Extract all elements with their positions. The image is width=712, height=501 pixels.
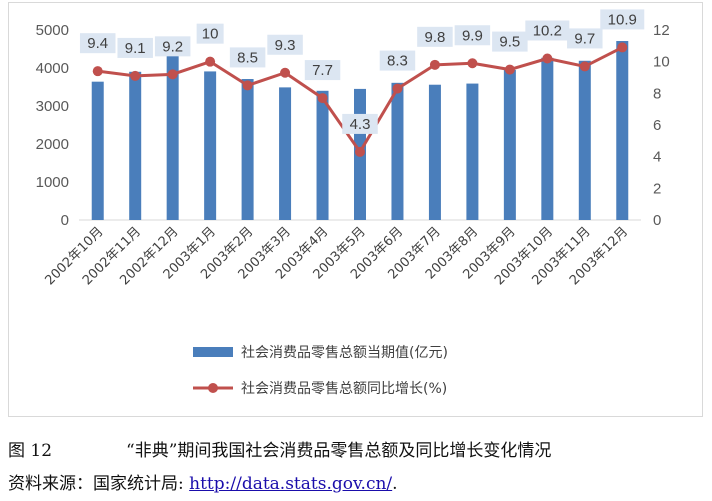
data-label: 9.5 [499, 34, 520, 51]
bar [391, 82, 404, 220]
y-right-tick-label: 6 [653, 117, 661, 134]
bar [466, 83, 479, 220]
data-label-box [196, 23, 224, 44]
bar [204, 71, 217, 220]
growth-point [130, 70, 141, 81]
growth-point [355, 146, 365, 157]
chart-svg: 0 1000 2000 3000 4000 5000 0 2 4 6 8 10 12 9.4 9.1 9.2 1… [36, 9, 670, 397]
bar [616, 41, 629, 220]
y-right-tick-label: 10 [653, 54, 670, 71]
data-label-box [567, 28, 603, 49]
data-label-box [117, 37, 153, 58]
bar [91, 81, 104, 221]
figure-title: “非典”期间我国社会消费品零售总额及同比增长变化情况 [126, 441, 552, 461]
bar [503, 69, 516, 221]
y-left-tick-label: 0 [61, 212, 69, 229]
growth-point [429, 59, 440, 70]
legend-line-label: 社会消费品零售总额同比增长(%) [241, 381, 447, 397]
data-source: 资料来源：国家统计局: http://data.stats.gov.cn/. [8, 469, 398, 494]
bar [428, 84, 441, 220]
source-prefix: 资料来源：国家统计局: [8, 474, 190, 494]
growth-point [504, 64, 515, 75]
y-right-tick-label: 2 [653, 180, 661, 197]
y-left-tick-label: 2000 [36, 136, 69, 153]
data-label-box [229, 47, 266, 68]
growth-point [617, 42, 628, 53]
y-right-tick-label: 0 [653, 212, 661, 229]
growth-point [205, 56, 216, 67]
legend-bar-label: 社会消费品零售总额当期值(亿元) [241, 345, 448, 361]
growth-point [392, 83, 403, 94]
bar [578, 60, 591, 220]
data-label: 10.2 [533, 23, 562, 40]
y-left-tick-label: 5000 [36, 22, 69, 39]
source-suffix: . [392, 474, 398, 494]
data-label: 8.3 [387, 53, 408, 70]
growth-point [467, 58, 478, 69]
bar [316, 90, 329, 220]
y-left-tick-label: 1000 [36, 174, 69, 191]
data-label-box [342, 113, 378, 134]
growth-point [167, 69, 178, 80]
data-label: 7.7 [312, 62, 333, 79]
data-label-box [492, 31, 528, 52]
y-right-tick-label: 4 [653, 149, 661, 166]
data-label-box [267, 34, 303, 55]
data-label-box [304, 60, 341, 81]
growth-point [280, 67, 291, 78]
data-label: 9.1 [125, 40, 146, 57]
bar [129, 71, 142, 220]
growth-point [317, 93, 328, 104]
data-label: 10.9 [608, 11, 637, 28]
data-label: 9.8 [425, 29, 446, 46]
data-label: 10 [202, 26, 219, 43]
growth-point [92, 66, 103, 77]
data-label-box [417, 26, 453, 47]
y-left-tick-label: 3000 [36, 98, 69, 115]
legend-bar-swatch [193, 347, 233, 357]
figure-number: 图 12 [8, 441, 53, 461]
data-label-box [79, 33, 116, 54]
bar [279, 87, 292, 220]
data-label-box [379, 50, 416, 71]
data-label: 4.3 [350, 116, 371, 133]
source-link[interactable]: http://data.stats.gov.cn/ [189, 474, 393, 494]
y-left-tick-label: 4000 [36, 60, 69, 77]
legend-line-marker [208, 383, 218, 393]
chart-frame: 0 1000 2000 3000 4000 5000 0 2 4 6 8 10 12 9.4 9.1 9.2 1… [8, 2, 703, 417]
growth-point [542, 53, 553, 64]
data-label-box [525, 20, 570, 41]
y-right-tick-label: 8 [653, 85, 661, 102]
figure-caption: 图 12 “非典”期间我国社会消费品零售总额及同比增长变化情况 [8, 436, 551, 461]
growth-point [579, 61, 590, 72]
data-label-box [454, 25, 491, 46]
data-label: 9.2 [162, 38, 183, 55]
bar [541, 57, 554, 220]
data-label-box [154, 36, 191, 57]
data-label: 9.7 [574, 30, 595, 47]
bar [241, 79, 254, 221]
data-label: 9.9 [462, 27, 483, 44]
y-right-tick-label: 12 [653, 22, 670, 39]
data-label: 8.5 [237, 49, 258, 66]
data-label: 9.3 [275, 37, 296, 54]
bar [166, 54, 179, 221]
growth-point [242, 80, 253, 91]
data-label: 9.4 [87, 35, 108, 52]
data-label-box [600, 9, 645, 30]
